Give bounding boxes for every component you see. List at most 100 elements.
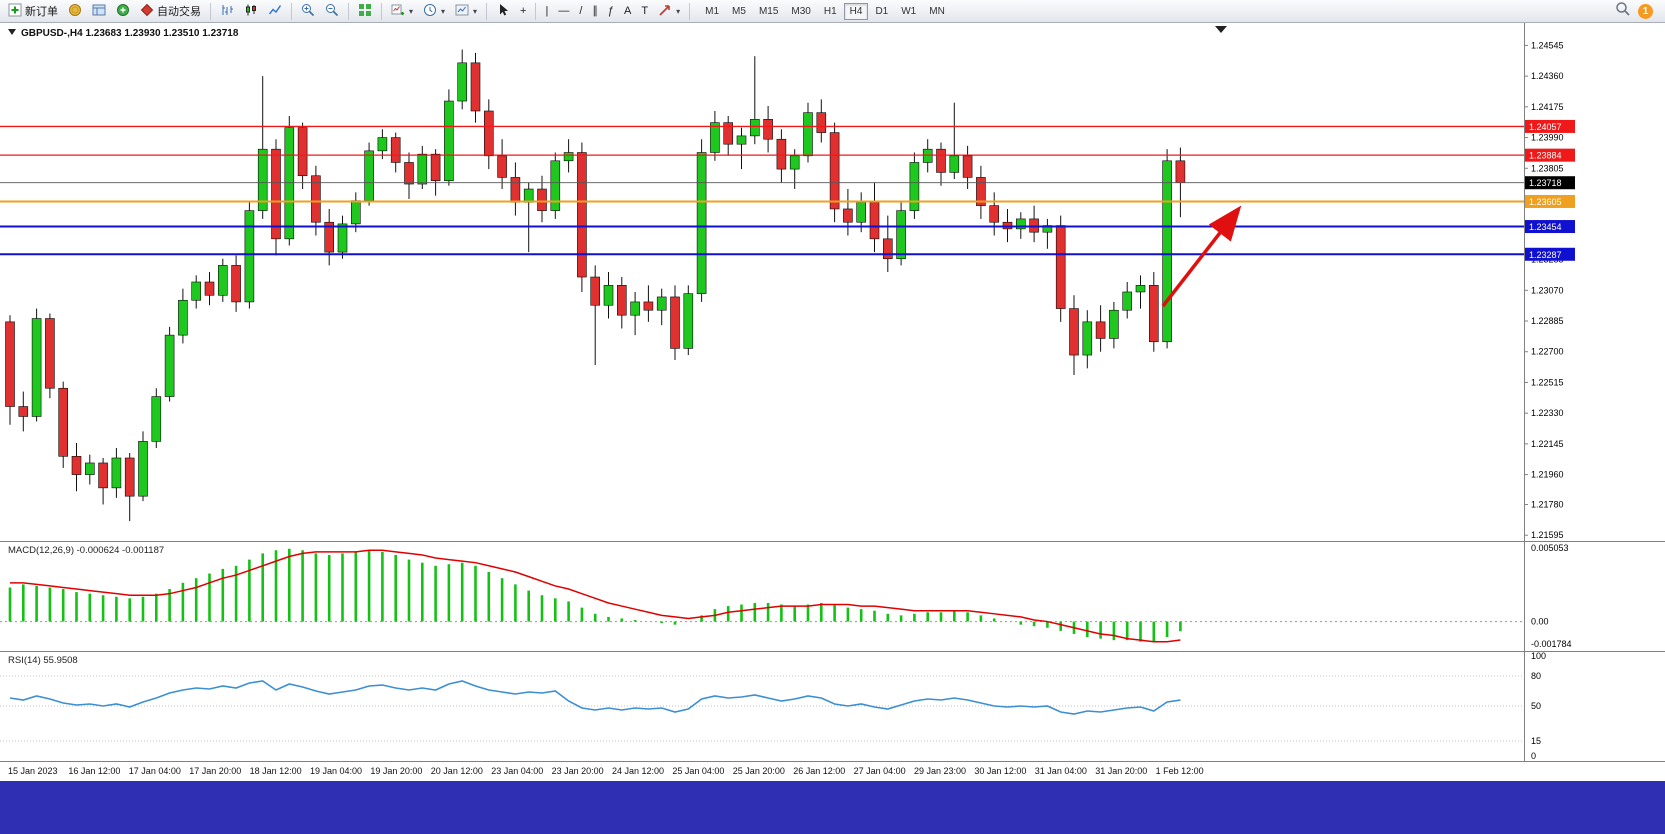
candle <box>244 202 255 309</box>
toolbar-separator <box>689 2 691 20</box>
navigator-button[interactable] <box>112 1 134 22</box>
label-button[interactable]: T <box>637 1 652 22</box>
rsi-panel[interactable]: 100 80 50 15 0 RSI(14) 55.9508 <box>0 651 1665 762</box>
price-axis-label: 1.21960 <box>1531 470 1564 480</box>
candlestick-chart-button[interactable] <box>240 1 262 22</box>
cursor-button[interactable] <box>492 1 514 22</box>
macd-panel[interactable]: 0.005053 0.00 -0.001784 MACD(12,26,9) -0.00… <box>0 541 1665 651</box>
desktop-background <box>0 781 1665 834</box>
candle <box>1082 310 1093 369</box>
price-axis-label: 1.22330 <box>1531 408 1564 418</box>
time-axis-label: 19 Jan 20:00 <box>370 766 423 776</box>
price-axis-label: 1.21780 <box>1531 499 1564 509</box>
dropdown-caret-icon: ▾ <box>676 6 681 16</box>
green-circle-icon <box>116 3 130 20</box>
arrows-button[interactable]: ▾ <box>654 1 684 22</box>
time-axis-label: 15 Jan 2023 <box>8 766 58 776</box>
main-chart[interactable]: 1.24545 1.24360 1.24175 1.23990 1.23805 1.236… <box>0 23 1665 541</box>
timeframe-button-m15[interactable]: M15 <box>758 5 779 17</box>
price-axis-label: 1.22700 <box>1531 347 1564 357</box>
zoom-in-button[interactable] <box>297 1 319 22</box>
data-window-button[interactable] <box>88 1 110 22</box>
timeframe-button-m1[interactable]: M1 <box>705 5 720 17</box>
auto-trading-button[interactable]: 自动交易 <box>136 1 205 22</box>
timeframe-button-m30[interactable]: M30 <box>791 5 811 17</box>
clock-icon <box>423 3 437 20</box>
candle <box>603 272 614 319</box>
new-order-icon <box>8 3 22 20</box>
dropdown-caret-icon: ▾ <box>441 6 446 16</box>
time-axis-label: 31 Jan 04:00 <box>1034 766 1087 776</box>
candle <box>297 122 308 190</box>
cursor-icon <box>496 3 510 20</box>
svg-text:1.23287: 1.23287 <box>1529 250 1562 260</box>
price-badge: 1.24057 <box>1525 119 1575 133</box>
chart-shift-marker[interactable] <box>1215 26 1227 33</box>
symbol-dropdown-icon[interactable] <box>8 29 16 35</box>
candle <box>164 326 175 402</box>
timeframe-button-w1[interactable]: W1 <box>901 5 917 17</box>
price-badge: 1.23884 <box>1525 148 1575 162</box>
symbols-button[interactable] <box>64 1 86 22</box>
time-axis-label: 18 Jan 12:00 <box>249 766 302 776</box>
candle <box>257 76 268 219</box>
candle <box>98 457 108 505</box>
candle <box>523 182 534 253</box>
candle <box>736 127 747 170</box>
fibonacci-button[interactable]: ƒ <box>604 1 618 22</box>
templates-button[interactable]: ▾ <box>451 1 481 22</box>
svg-text:1.24057: 1.24057 <box>1529 122 1562 132</box>
channel-button[interactable]: ∥ <box>588 1 602 22</box>
candle <box>869 182 880 253</box>
macd-axis-label: -0.001784 <box>1531 639 1572 649</box>
horizontal-line-button[interactable]: — <box>554 1 573 22</box>
timeframe-button-d1[interactable]: D1 <box>875 5 889 17</box>
timeframe-button-m5[interactable]: M5 <box>732 5 746 17</box>
indicators-button[interactable]: ▾ <box>387 1 417 22</box>
zoom-out-button[interactable] <box>321 1 343 22</box>
notification-badge[interactable]: 1 <box>1638 3 1653 19</box>
text-button[interactable]: A <box>620 1 635 22</box>
candle <box>683 285 694 356</box>
candle <box>749 56 760 145</box>
tile-windows-button[interactable] <box>354 1 376 22</box>
candle <box>470 52 481 123</box>
periods-button[interactable]: ▾ <box>419 1 449 22</box>
candle <box>537 175 547 223</box>
trendline-button[interactable]: / <box>575 1 586 22</box>
zoom-out-icon <box>325 3 339 20</box>
candle <box>71 443 82 492</box>
rsi-axis-label: 0 <box>1531 751 1536 761</box>
candle <box>178 288 188 344</box>
candle <box>1055 215 1066 322</box>
fibonacci-icon: ƒ <box>607 4 615 17</box>
vertical-line-button[interactable]: | <box>541 1 552 22</box>
macd-signal-line <box>10 549 1181 643</box>
timeframe-button-h1[interactable]: H1 <box>823 5 837 17</box>
toolbar-separator <box>348 2 349 20</box>
trend-arrow[interactable] <box>1161 205 1242 308</box>
candle <box>1069 295 1079 375</box>
candle <box>1135 275 1146 309</box>
candle <box>630 291 640 336</box>
timeframe-button-mn[interactable]: MN <box>929 5 945 17</box>
line-chart-icon <box>268 3 282 20</box>
crosshair-button[interactable]: + <box>516 1 530 22</box>
line-chart-button[interactable] <box>264 1 286 22</box>
candle <box>364 142 374 206</box>
auto-trading-diamond-icon <box>140 3 154 20</box>
candle <box>111 448 122 498</box>
candle <box>377 129 388 160</box>
new-order-button[interactable]: 新订单 <box>4 1 62 22</box>
candle <box>151 388 162 449</box>
search-icon[interactable] <box>1615 1 1631 22</box>
candle <box>896 202 906 266</box>
candle <box>1042 218 1053 249</box>
timeframe-button-h4[interactable]: H4 <box>843 2 869 20</box>
time-axis-label: 23 Jan 20:00 <box>551 766 604 776</box>
candle <box>563 139 574 173</box>
vertical-line-icon: | <box>545 4 549 17</box>
bar-chart-button[interactable] <box>216 1 238 22</box>
price-badge: 1.23287 <box>1525 247 1575 261</box>
